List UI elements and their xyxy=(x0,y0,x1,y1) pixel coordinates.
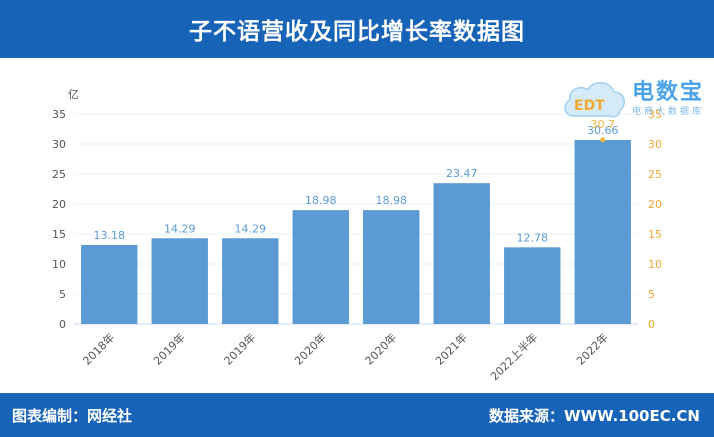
y-tick-label: 20 xyxy=(52,198,66,211)
y-tick-label: 30 xyxy=(52,138,66,151)
bar xyxy=(81,244,138,324)
cloud-logo-icon: EDT xyxy=(564,82,625,118)
growth-rate-label: 30.7 xyxy=(591,118,616,131)
bar xyxy=(151,238,208,324)
bar xyxy=(574,140,631,324)
bar-value-label: 14.29 xyxy=(235,222,267,235)
data-source: 数据来源：WWW.100EC.CN xyxy=(489,407,700,425)
y-tick-label: 15 xyxy=(52,228,66,241)
logo-subtext: 电商大数据库 xyxy=(632,107,705,117)
header-bar: 子不语营收及同比增长率数据图 xyxy=(0,0,714,58)
revenue-chart: 13.18 14.29 14.29 18.98 18.98 23.47 12.78 30.66… xyxy=(52,88,662,383)
logo-mark: EDT xyxy=(574,98,605,114)
bar-value-label: 18.98 xyxy=(376,194,408,207)
bar-value-label: 23.47 xyxy=(446,167,478,180)
bar-value-label: 18.98 xyxy=(305,194,337,207)
y2-tick-label: 20 xyxy=(648,198,662,211)
y2-tick-label: 35 xyxy=(648,108,662,121)
y-tick-label: 0 xyxy=(59,318,66,331)
logo-text: 电数宝 xyxy=(632,80,705,105)
chart-credit: 图表编制：网经社 xyxy=(12,407,133,425)
bar-value-label: 30.66 xyxy=(587,124,619,137)
x-tick-label: 2020年 xyxy=(291,330,328,367)
x-tick-label: 2021年 xyxy=(432,330,469,367)
y-tick-label: 35 xyxy=(52,108,66,121)
y2-tick-label: 30 xyxy=(648,138,662,151)
x-tick-label: 2022年 xyxy=(573,330,610,367)
x-tick-label: 2020年 xyxy=(362,330,399,367)
bar xyxy=(222,238,279,324)
bar xyxy=(292,210,349,324)
bar xyxy=(504,247,561,324)
y-axis-unit-label: 亿 xyxy=(68,88,79,101)
bar-value-label: 14.29 xyxy=(164,222,196,235)
bar-value-label: 13.18 xyxy=(94,229,126,242)
x-tick-label: 2019年 xyxy=(150,330,187,367)
y2-tick-label: 0 xyxy=(648,318,655,331)
y-tick-label: 10 xyxy=(52,258,66,271)
bar xyxy=(433,183,490,324)
growth-rate-point xyxy=(600,137,606,143)
y2-tick-label: 10 xyxy=(648,258,662,271)
bar-value-label: 12.78 xyxy=(517,231,549,244)
edt-logo: EDT 电数宝 电商大数据库 xyxy=(560,72,710,132)
bar xyxy=(363,210,420,324)
y2-tick-label: 5 xyxy=(648,288,655,301)
y-tick-label: 5 xyxy=(59,288,66,301)
x-tick-label: 2019年 xyxy=(221,330,258,367)
y2-tick-label: 15 xyxy=(648,228,662,241)
footer-bar: 图表编制：网经社 数据来源：WWW.100EC.CN xyxy=(0,393,714,437)
chart-area: 13.18 14.29 14.29 18.98 18.98 23.47 12.78 30.66… xyxy=(0,58,714,393)
x-tick-label: 2018年 xyxy=(80,330,117,367)
page-title: 子不语营收及同比增长率数据图 xyxy=(189,19,525,45)
y2-tick-label: 25 xyxy=(648,168,662,181)
y-tick-label: 25 xyxy=(52,168,66,181)
x-tick-label: 2022上半年 xyxy=(487,330,540,383)
